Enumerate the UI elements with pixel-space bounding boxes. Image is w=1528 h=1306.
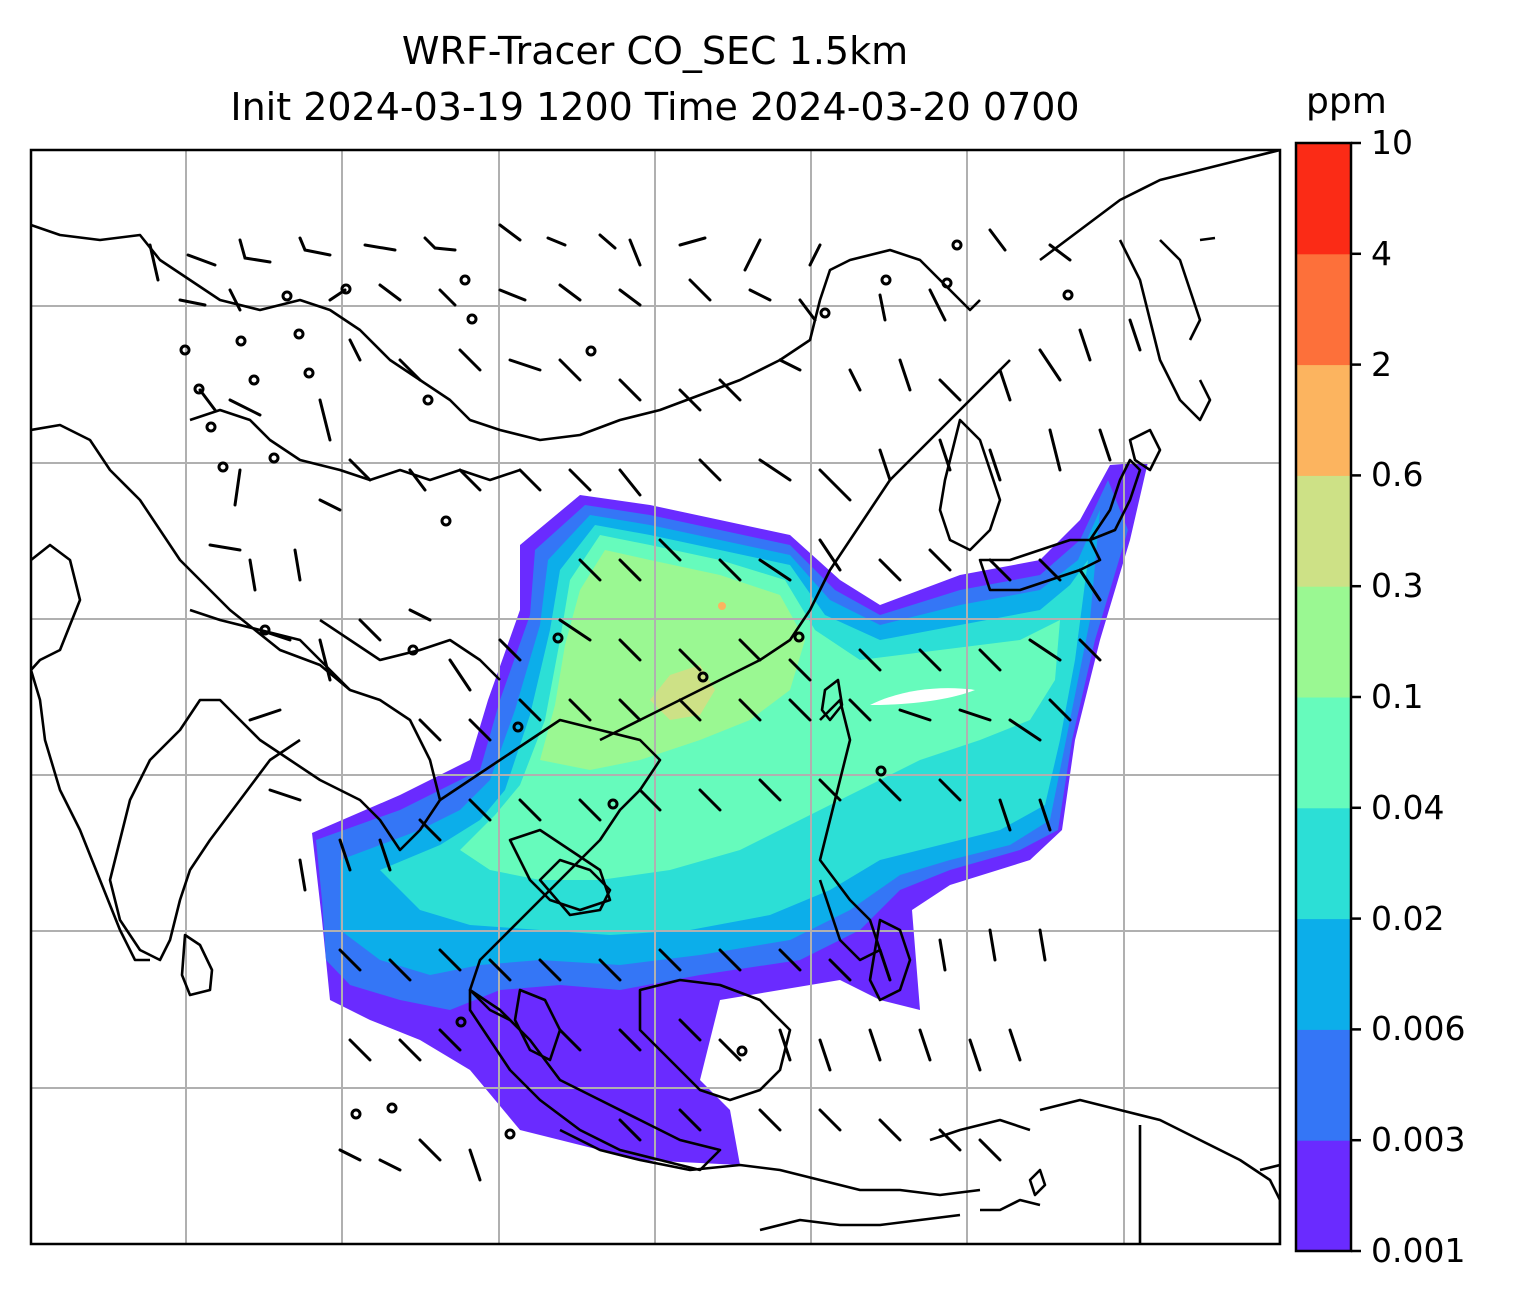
colorbar-segment [1296,364,1351,476]
map-title-line-1: WRF-Tracer CO_SEC 1.5km [401,29,909,73]
colorbar [1294,141,1361,1253]
graticule [31,150,1280,1244]
colorbar-tick-label: 0.3 [1371,566,1424,606]
colorbar-tick-label: 0.006 [1371,1009,1466,1049]
colorbar-segment [1296,1029,1351,1141]
colorbar-tick-label: 0.1 [1371,677,1424,716]
map-title-line-2: Init 2024-03-19 1200 Time 2024-03-20 070… [230,85,1080,129]
colorbar-tick-label: 0.02 [1371,898,1445,938]
colorbar-unit-label: ppm [1306,81,1387,122]
colorbar-tick-label: 0.001 [1371,1231,1466,1270]
colorbar-segment [1296,475,1351,587]
colorbar-segment [1296,253,1351,366]
colorbar-segment [1296,918,1351,1030]
colorbar-segment [1296,586,1351,698]
plume-0.1 [540,550,805,770]
wind-barbs [148,223,1142,1182]
colorbar-segment [1296,1140,1351,1252]
colorbar-segment [1296,807,1351,920]
colorbar-tick-label: 0.6 [1371,455,1424,495]
colorbar-tick-label: 0.003 [1371,1120,1466,1160]
tracer-concentration-field [312,462,1148,1165]
colorbar-tick-label: 4 [1371,233,1392,273]
plume-0.6 [718,602,726,610]
colorbar-tick-label: 0.04 [1371,787,1445,827]
colorbar-tick-label: 2 [1371,344,1392,384]
colorbar-segment [1296,143,1351,255]
coastlines-and-borders [31,150,1280,1244]
colorbar-tick-label: 10 [1371,123,1413,162]
map-frame [29,148,1282,1246]
calm-wind-circles [179,239,1074,1140]
colorbar-segment [1296,697,1351,809]
